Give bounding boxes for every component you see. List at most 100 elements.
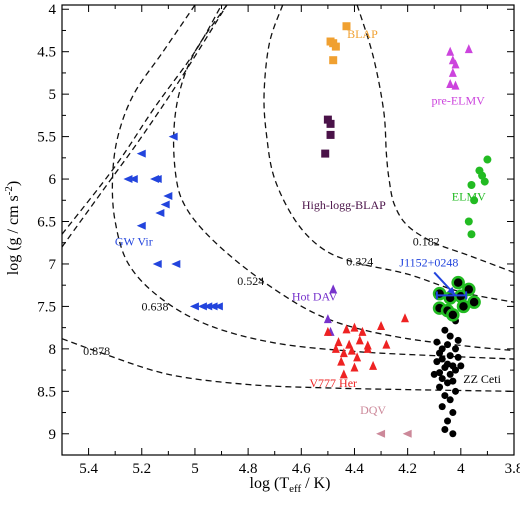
point-elmv (464, 217, 473, 226)
point-v777-her (400, 313, 409, 323)
point-pre-elmv (448, 67, 457, 77)
y-tick-label: 4.5 (37, 45, 56, 61)
track-curve-0.324 (263, 4, 515, 303)
x-tick-label: 4 (457, 461, 465, 477)
plot-frame (61, 4, 515, 456)
plot-background (62, 5, 514, 455)
track-label: 0.524 (237, 274, 264, 288)
y-tick-label: 7.5 (37, 299, 56, 315)
point-zz-ceti (452, 387, 460, 395)
series-label-elmv: ELMV (452, 189, 486, 203)
point-gw-vir (163, 192, 173, 201)
point-gw-vir (213, 302, 223, 311)
x-tick-label: 5.4 (79, 461, 98, 477)
highlighted-point (462, 282, 476, 297)
point-gw-vir (152, 259, 162, 268)
x-axis-label-end: / K) (301, 475, 330, 492)
plot-area (62, 5, 514, 455)
x-tick-label: 5 (191, 461, 199, 477)
x-tick-label: 4.4 (345, 461, 364, 477)
point-gw-vir (160, 200, 170, 209)
x-tick-label: 3.8 (505, 461, 520, 477)
point-zz-ceti (438, 375, 446, 383)
point-gw-vir (123, 175, 133, 184)
y-tick-label: 6 (49, 172, 57, 188)
point-zz-ceti (449, 409, 457, 417)
series-label-high-logg-blap: High-logg-BLAP (302, 198, 386, 212)
x-axis-label-main: log (T (250, 475, 290, 492)
point-zz-ceti (441, 426, 449, 434)
point-gw-vir (197, 302, 207, 311)
point-zz-ceti (446, 396, 454, 404)
point-high-logg-blap (326, 119, 335, 128)
y-tick-label: 8 (49, 342, 57, 358)
track-label: 0.182 (413, 234, 440, 248)
track-curves: 0.182 0.324 0.524 0.638 0.878 (61, 4, 515, 392)
track-label: 0.324 (346, 255, 373, 269)
point-zz-ceti (438, 403, 446, 411)
point-zz-ceti (446, 370, 454, 378)
point-v777-her (339, 348, 348, 358)
point-gw-vir (171, 259, 181, 268)
point-zz-ceti (454, 336, 462, 344)
track-label: 0.878 (83, 344, 110, 358)
point-gw-vir (189, 302, 199, 311)
point-pre-elmv (451, 80, 460, 90)
y-tick-label: 8.5 (37, 384, 56, 400)
series-label-dqv: DQV (360, 403, 386, 417)
annotation-label: J1152+0248 (399, 256, 458, 270)
point-v777-her (339, 369, 348, 379)
axes: 5.4 5.2 5 4.8 4.6 4.4 4.2 4 3.8 4 4.5 5 5.5 6 6.5 7 7.5 8… (37, 2, 520, 477)
point-v777-her (331, 343, 340, 353)
point-v777-her (355, 335, 364, 345)
point-zz-ceti (430, 370, 438, 378)
point-zz-ceti (452, 366, 460, 374)
point-high-logg-blap (321, 149, 330, 158)
x-axis-label: log (Teff / K) (250, 475, 331, 495)
point-v777-her (342, 324, 351, 334)
point-zz-ceti (433, 358, 441, 366)
point-blap (342, 22, 351, 31)
highlighted-point (467, 295, 481, 309)
highlighted-point (432, 286, 447, 301)
point-v777-her (350, 322, 359, 332)
point-pre-elmv (446, 46, 455, 56)
highlighted-point (446, 308, 460, 322)
y-axis-label-sup: -2 (3, 186, 15, 195)
highlighted-point (456, 299, 471, 314)
point-v777-her (358, 326, 367, 336)
point-zz-ceti (436, 383, 444, 391)
point-elmv (480, 177, 489, 186)
y-tick-label: 5.5 (37, 130, 56, 146)
y-tick-label: 4 (49, 2, 57, 18)
point-v777-her (377, 320, 386, 330)
point-gw-vir (155, 209, 165, 218)
point-zz-ceti (433, 338, 441, 346)
point-zz-ceti (441, 326, 449, 334)
point-elmv (483, 155, 492, 164)
point-gw-vir (208, 302, 218, 311)
point-v777-her (345, 339, 354, 349)
y-tick-label: 9 (49, 427, 57, 443)
point-v777-her (347, 345, 356, 355)
point-zz-ceti (449, 377, 457, 385)
annotation-arrow-head (447, 286, 456, 296)
point-v777-her (363, 343, 372, 353)
x-tick-label: 4.2 (398, 461, 417, 477)
point-pre-elmv (451, 59, 460, 69)
point-gw-vir (203, 302, 213, 311)
y-tick-label: 6.5 (37, 215, 56, 231)
point-v777-her (337, 356, 346, 366)
point-zz-ceti (444, 379, 452, 387)
point-v777-her (334, 337, 343, 347)
track-label: 0.638 (142, 300, 169, 314)
series-labels: BLAP High-logg-BLAP pre-ELMV ELMV GW Vir Hot … (115, 27, 502, 417)
series-label-blap: BLAP (347, 27, 378, 41)
point-v777-her (353, 352, 362, 362)
point-elmv (467, 230, 476, 239)
point-elmv (467, 181, 476, 189)
point-v777-her (323, 326, 332, 336)
point-gw-vir (136, 221, 146, 230)
